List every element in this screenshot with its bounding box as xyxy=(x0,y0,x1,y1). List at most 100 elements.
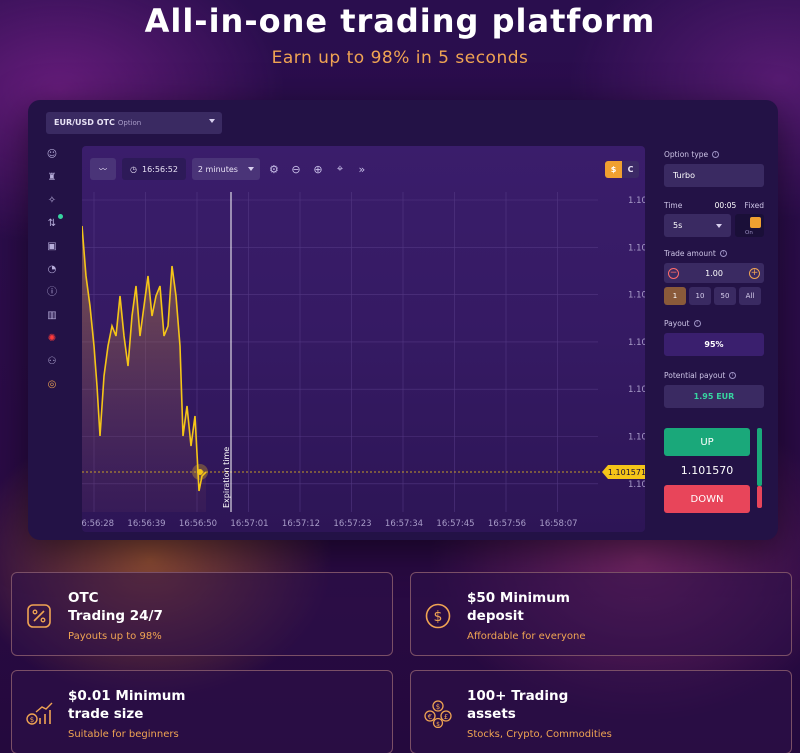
currency-toggle[interactable]: $ C xyxy=(605,161,639,178)
bar-chart-icon[interactable]: ▥ xyxy=(47,310,57,321)
calculator-icon[interactable]: ▣ xyxy=(47,241,57,252)
time-axis-label: 16:56:50 xyxy=(179,519,217,529)
expiration-label: Expiration time xyxy=(222,447,231,508)
trade-amount-field[interactable]: − 1.00 + xyxy=(664,263,764,283)
coins-icon[interactable]: ◎ xyxy=(47,379,57,390)
price-chart[interactable]: Expiration time 1.101629 1.101619 1.101609… xyxy=(82,146,645,532)
notification-dot xyxy=(58,214,63,219)
svg-text:$: $ xyxy=(434,609,443,625)
feature-title-line2: trade size xyxy=(68,706,144,722)
amount-chips: 1 10 50 All xyxy=(664,287,764,305)
amount-chip[interactable]: 1 xyxy=(664,287,686,305)
time-select[interactable]: 5s xyxy=(664,214,731,237)
people-icon[interactable]: ⚇ xyxy=(47,356,57,367)
time-axis-label: 16:57:45 xyxy=(436,519,474,529)
minus-icon[interactable]: − xyxy=(668,267,679,279)
gift-icon[interactable]: ✧ xyxy=(47,195,57,206)
chevron-down-icon xyxy=(247,167,254,171)
amount-chip[interactable]: 50 xyxy=(714,287,736,305)
alert-icon[interactable]: ✺ xyxy=(47,333,57,344)
time-countdown: 00:05 xyxy=(714,201,737,210)
server-time: ◷ 16:56:52 xyxy=(122,158,186,180)
feature-card-trade-size: $ $0.01 Minimum trade size Suitable for b… xyxy=(11,670,393,753)
svg-text:£: £ xyxy=(444,713,448,721)
info-icon: i xyxy=(712,151,720,158)
fixed-toggle[interactable]: On xyxy=(735,214,764,237)
feature-card-assets: $ € £ $ 100+ Trading assets Stocks, Crypt… xyxy=(410,670,792,753)
price-area xyxy=(82,226,206,512)
info-icon: i xyxy=(719,250,727,257)
payout-label: Payout i xyxy=(664,319,764,328)
currency-dollar[interactable]: $ xyxy=(605,161,622,178)
feature-subtitle: Payouts up to 98% xyxy=(68,631,162,642)
currency-coin[interactable]: C xyxy=(622,161,639,178)
time-label: Time xyxy=(664,201,683,210)
time-axis-label: 16:57:12 xyxy=(282,519,320,529)
svg-text:$: $ xyxy=(436,703,440,711)
current-price-tag-text: 1.101571 xyxy=(608,468,645,477)
time-value: 5s xyxy=(673,221,683,230)
time-axis-label: 16:57:56 xyxy=(488,519,526,529)
chart-panel[interactable]: Expiration time 1.101629 1.101619 1.101609… xyxy=(82,146,645,532)
trading-app-window: EUR/USD OTC Option ☺ ♜ ✧ ⇅ ▣ ◔ ⓘ ▥ ✺ ⚇ ◎ xyxy=(28,100,778,540)
info-icon: i xyxy=(693,320,701,327)
timeframe-value: 2 minutes xyxy=(197,164,238,174)
pie-chart-icon[interactable]: ◔ xyxy=(47,264,57,275)
time-header: Time 00:05 Fixed xyxy=(664,201,764,210)
feature-title-line1: $50 Minimum xyxy=(467,590,570,606)
asset-selector[interactable]: EUR/USD OTC Option xyxy=(46,112,222,134)
clock-icon: ◷ xyxy=(130,164,137,174)
zoom-in-icon[interactable]: ⊕ xyxy=(313,162,323,176)
payout-value: 95% xyxy=(664,333,764,356)
growth-chart-icon: $ xyxy=(26,702,53,725)
settings-icon[interactable]: ⚙ xyxy=(268,162,279,176)
left-sidebar: ☺ ♜ ✧ ⇅ ▣ ◔ ⓘ ▥ ✺ ⚇ ◎ xyxy=(42,148,63,401)
price-line xyxy=(82,225,207,492)
feature-subtitle: Suitable for beginners xyxy=(68,729,179,740)
chevron-down-icon xyxy=(209,119,215,123)
time-axis-label: 16:56:39 xyxy=(127,519,165,529)
current-price-tag xyxy=(602,465,645,479)
trade-amount-value[interactable]: 1.00 xyxy=(705,268,723,278)
price-axis-label: 1.101619 xyxy=(628,243,645,253)
up-button[interactable]: UP xyxy=(664,428,750,456)
potential-payout-value: 1.95 EUR xyxy=(664,385,764,408)
chat-icon[interactable]: ☺ xyxy=(46,149,58,160)
potential-payout-label: Potential payout i xyxy=(664,371,764,380)
trade-panel: Option type i Turbo Time 00:05 Fixed 5s O… xyxy=(664,150,764,513)
fixed-label: Fixed xyxy=(744,201,764,210)
price-axis-label: 1.101569 xyxy=(628,480,645,490)
timeframe-selector[interactable]: 2 minutes xyxy=(191,158,260,180)
down-button[interactable]: DOWN xyxy=(664,485,750,513)
fast-forward-icon[interactable]: » xyxy=(358,162,366,176)
hero-title: All-in-one trading platform xyxy=(144,2,656,40)
zoom-out-icon[interactable]: ⊖ xyxy=(291,162,301,176)
info-icon[interactable]: ⓘ xyxy=(47,287,57,298)
feature-title-line2: deposit xyxy=(467,608,524,624)
chevron-down-icon xyxy=(716,223,722,228)
line-chart-icon: 〰 xyxy=(99,164,107,174)
svg-text:$: $ xyxy=(30,716,34,724)
option-type-label-text: Option type xyxy=(664,150,709,159)
payout-label-text: Payout xyxy=(664,319,690,328)
plus-icon[interactable]: + xyxy=(749,267,760,279)
svg-text:$: $ xyxy=(436,721,440,728)
feature-card-deposit: $ $50 Minimum deposit Affordable for ever… xyxy=(410,572,792,656)
swap-icon[interactable]: ⇅ xyxy=(45,214,63,231)
svg-text:€: € xyxy=(428,713,432,721)
chart-toolbar: 〰 ◷ 16:56:52 2 minutes ⚙ ⊖ ⊕ ⌖ » xyxy=(90,158,370,180)
amount-chip[interactable]: 10 xyxy=(689,287,711,305)
chart-type-button[interactable]: 〰 xyxy=(90,158,116,180)
crosshair-icon[interactable]: ⌖ xyxy=(336,162,344,175)
sentiment-down-bar xyxy=(757,486,762,508)
sentiment-up-bar xyxy=(757,428,762,486)
price-axis-label: 1.101579 xyxy=(628,433,645,443)
time-axis-label: 16:57:34 xyxy=(385,519,423,529)
feature-subtitle: Affordable for everyone xyxy=(467,631,586,642)
trophy-icon[interactable]: ♜ xyxy=(47,172,57,183)
option-type-select[interactable]: Turbo xyxy=(664,164,764,187)
time-axis-label: 16:57:23 xyxy=(333,519,371,529)
amount-chip[interactable]: All xyxy=(739,287,761,305)
feature-title-line2: Trading 24/7 xyxy=(68,608,163,624)
trade-amount-label: Trade amount i xyxy=(664,249,764,258)
